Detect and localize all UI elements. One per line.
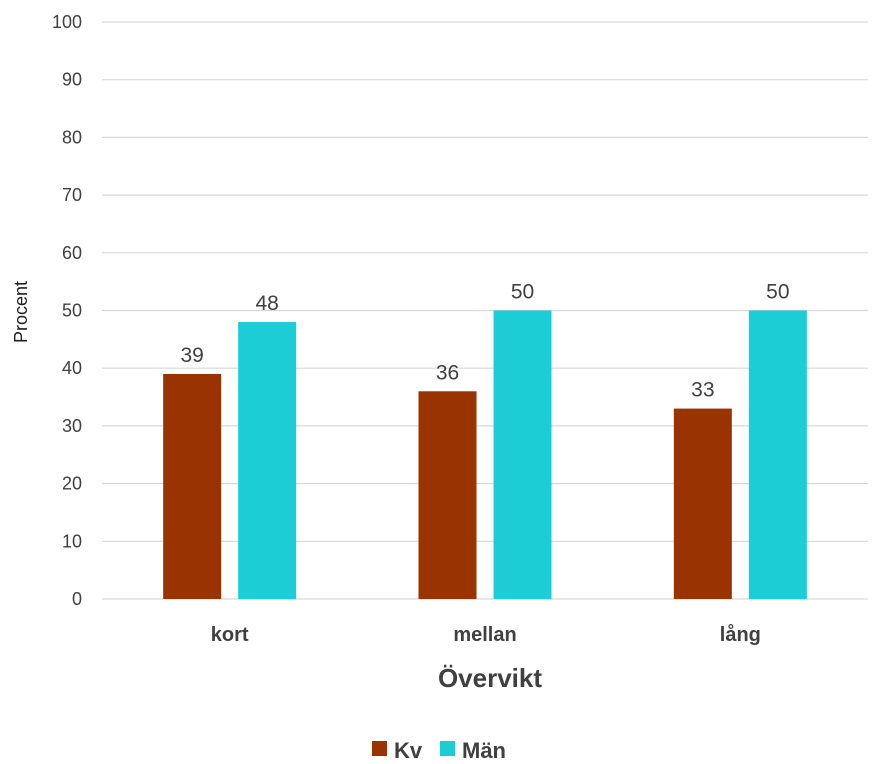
data-label: 50 [511,281,534,304]
y-tick-label: 10 [62,531,82,551]
bar-kv-2 [673,408,732,599]
bar-man-2 [748,310,807,599]
bars [163,310,807,599]
y-tick-label: 60 [62,243,82,263]
bar-kv-0 [163,373,222,599]
bar-man-1 [493,310,552,599]
data-label: 50 [766,281,789,304]
data-label: 33 [691,379,714,402]
y-tick-label: 50 [62,301,82,321]
legend-swatch-kv [372,741,387,756]
y-axis-tick-labels: 0 10 20 30 40 50 60 70 80 90 100 [52,12,82,609]
y-tick-label: 40 [62,358,82,378]
y-tick-label: 80 [62,127,82,147]
data-label: 48 [255,292,278,315]
y-tick-label: 100 [52,12,82,32]
x-axis-category-labels: kort mellan lång [211,623,761,646]
y-tick-label: 90 [62,70,82,90]
x-category-label: lång [720,623,761,646]
x-category-label: mellan [453,624,516,646]
data-label: 39 [180,344,203,367]
x-category-label: kort [211,624,249,646]
bar-kv-1 [418,391,477,599]
data-label: 36 [436,361,459,384]
bar-man-0 [238,322,297,599]
gridlines [102,21,868,600]
legend-swatch-man [440,741,455,756]
y-tick-label: 20 [62,474,82,494]
x-axis-title: Övervikt [438,663,542,693]
data-labels: 39 48 36 50 33 50 [180,281,789,402]
y-tick-label: 30 [62,416,82,436]
legend-label-man: Män [462,738,506,763]
y-tick-label: 70 [62,185,82,205]
y-axis-title: Procent [11,281,31,343]
legend: Kv Män [372,738,506,763]
y-tick-label: 0 [72,589,82,609]
legend-label-kv: Kv [394,738,423,763]
